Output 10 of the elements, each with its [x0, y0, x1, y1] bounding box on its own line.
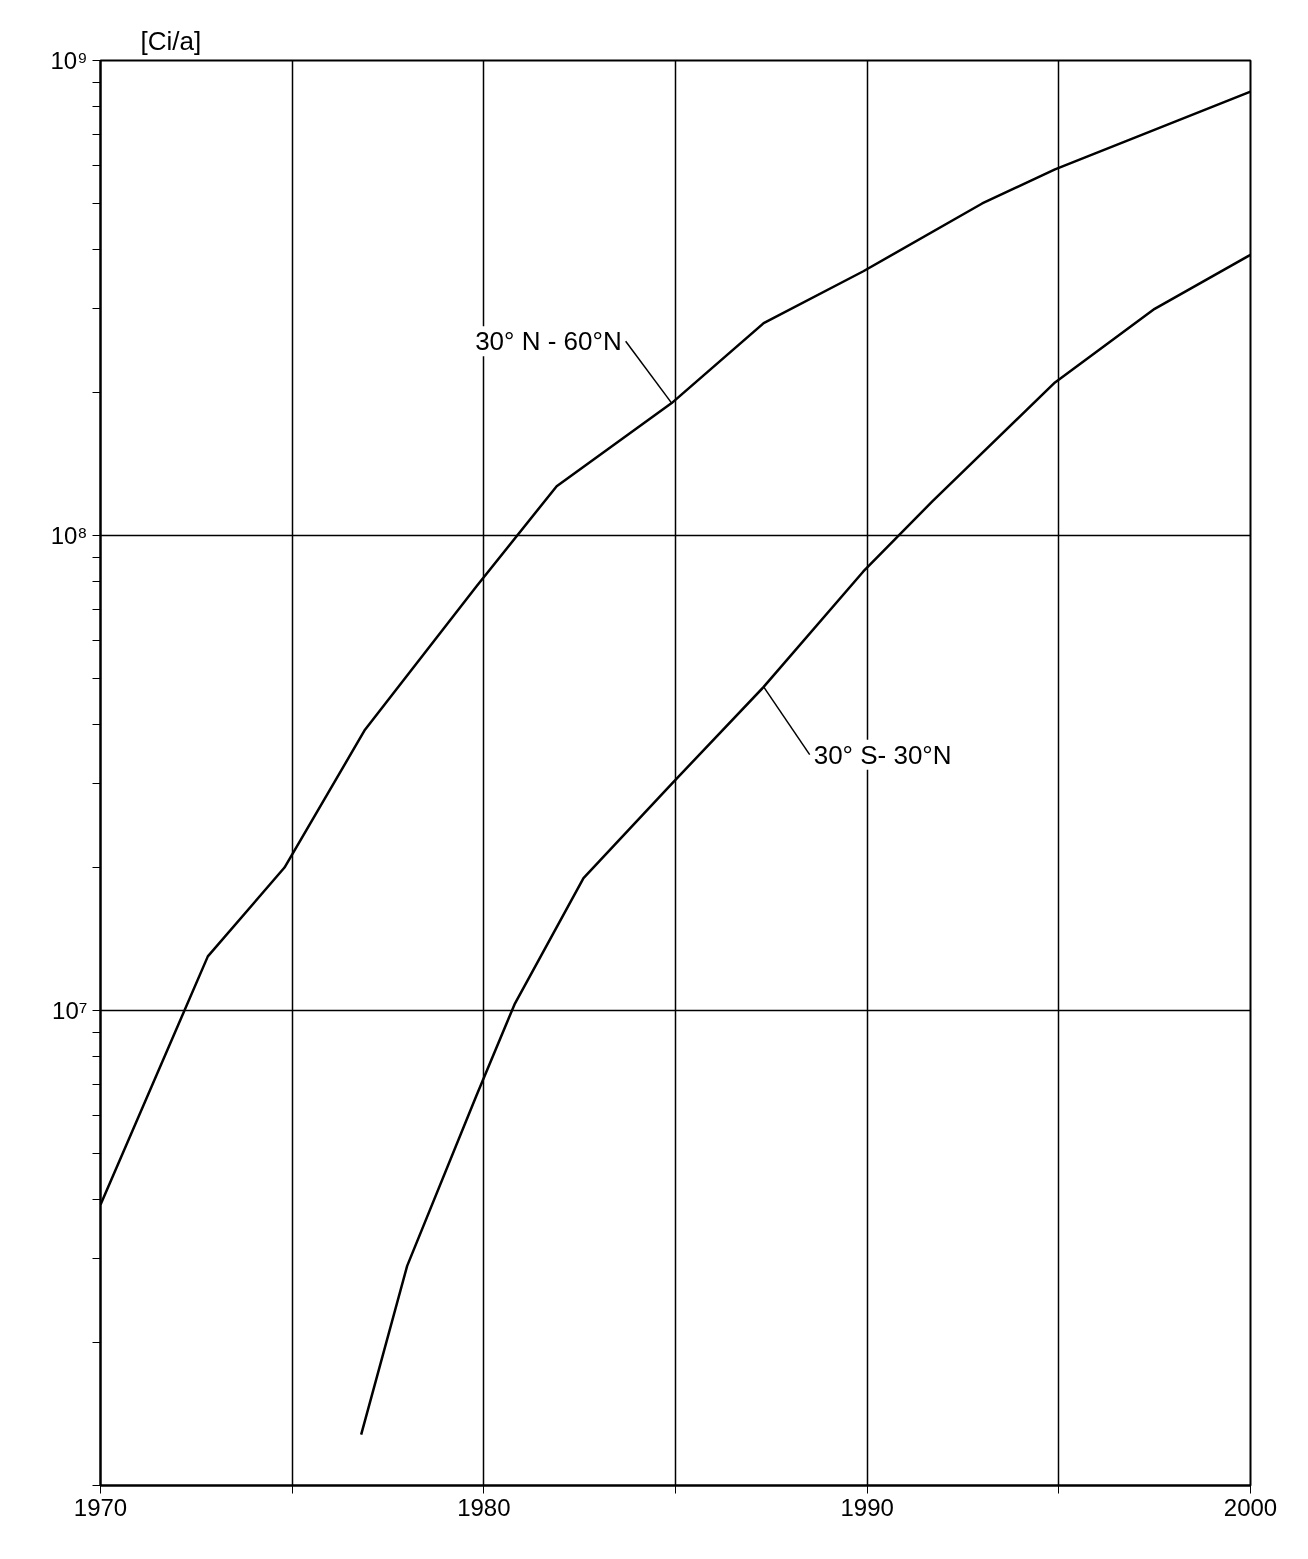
x-tick-label: 1990	[840, 1493, 894, 1521]
y-axis-title: [Ci/a]	[140, 25, 202, 56]
text: 30° S- 30°N	[813, 739, 952, 770]
x-tick-label: 2000	[1223, 1493, 1278, 1521]
x-tick-label: 1970	[73, 1493, 128, 1521]
text: 30° N - 60°N	[475, 326, 622, 357]
x-tick-label: 1980	[457, 1493, 511, 1521]
y-tick-label: 10⁸	[50, 522, 88, 549]
y-tick-label: 10⁷	[52, 997, 88, 1024]
y-tick-label: 10⁹	[50, 47, 88, 74]
